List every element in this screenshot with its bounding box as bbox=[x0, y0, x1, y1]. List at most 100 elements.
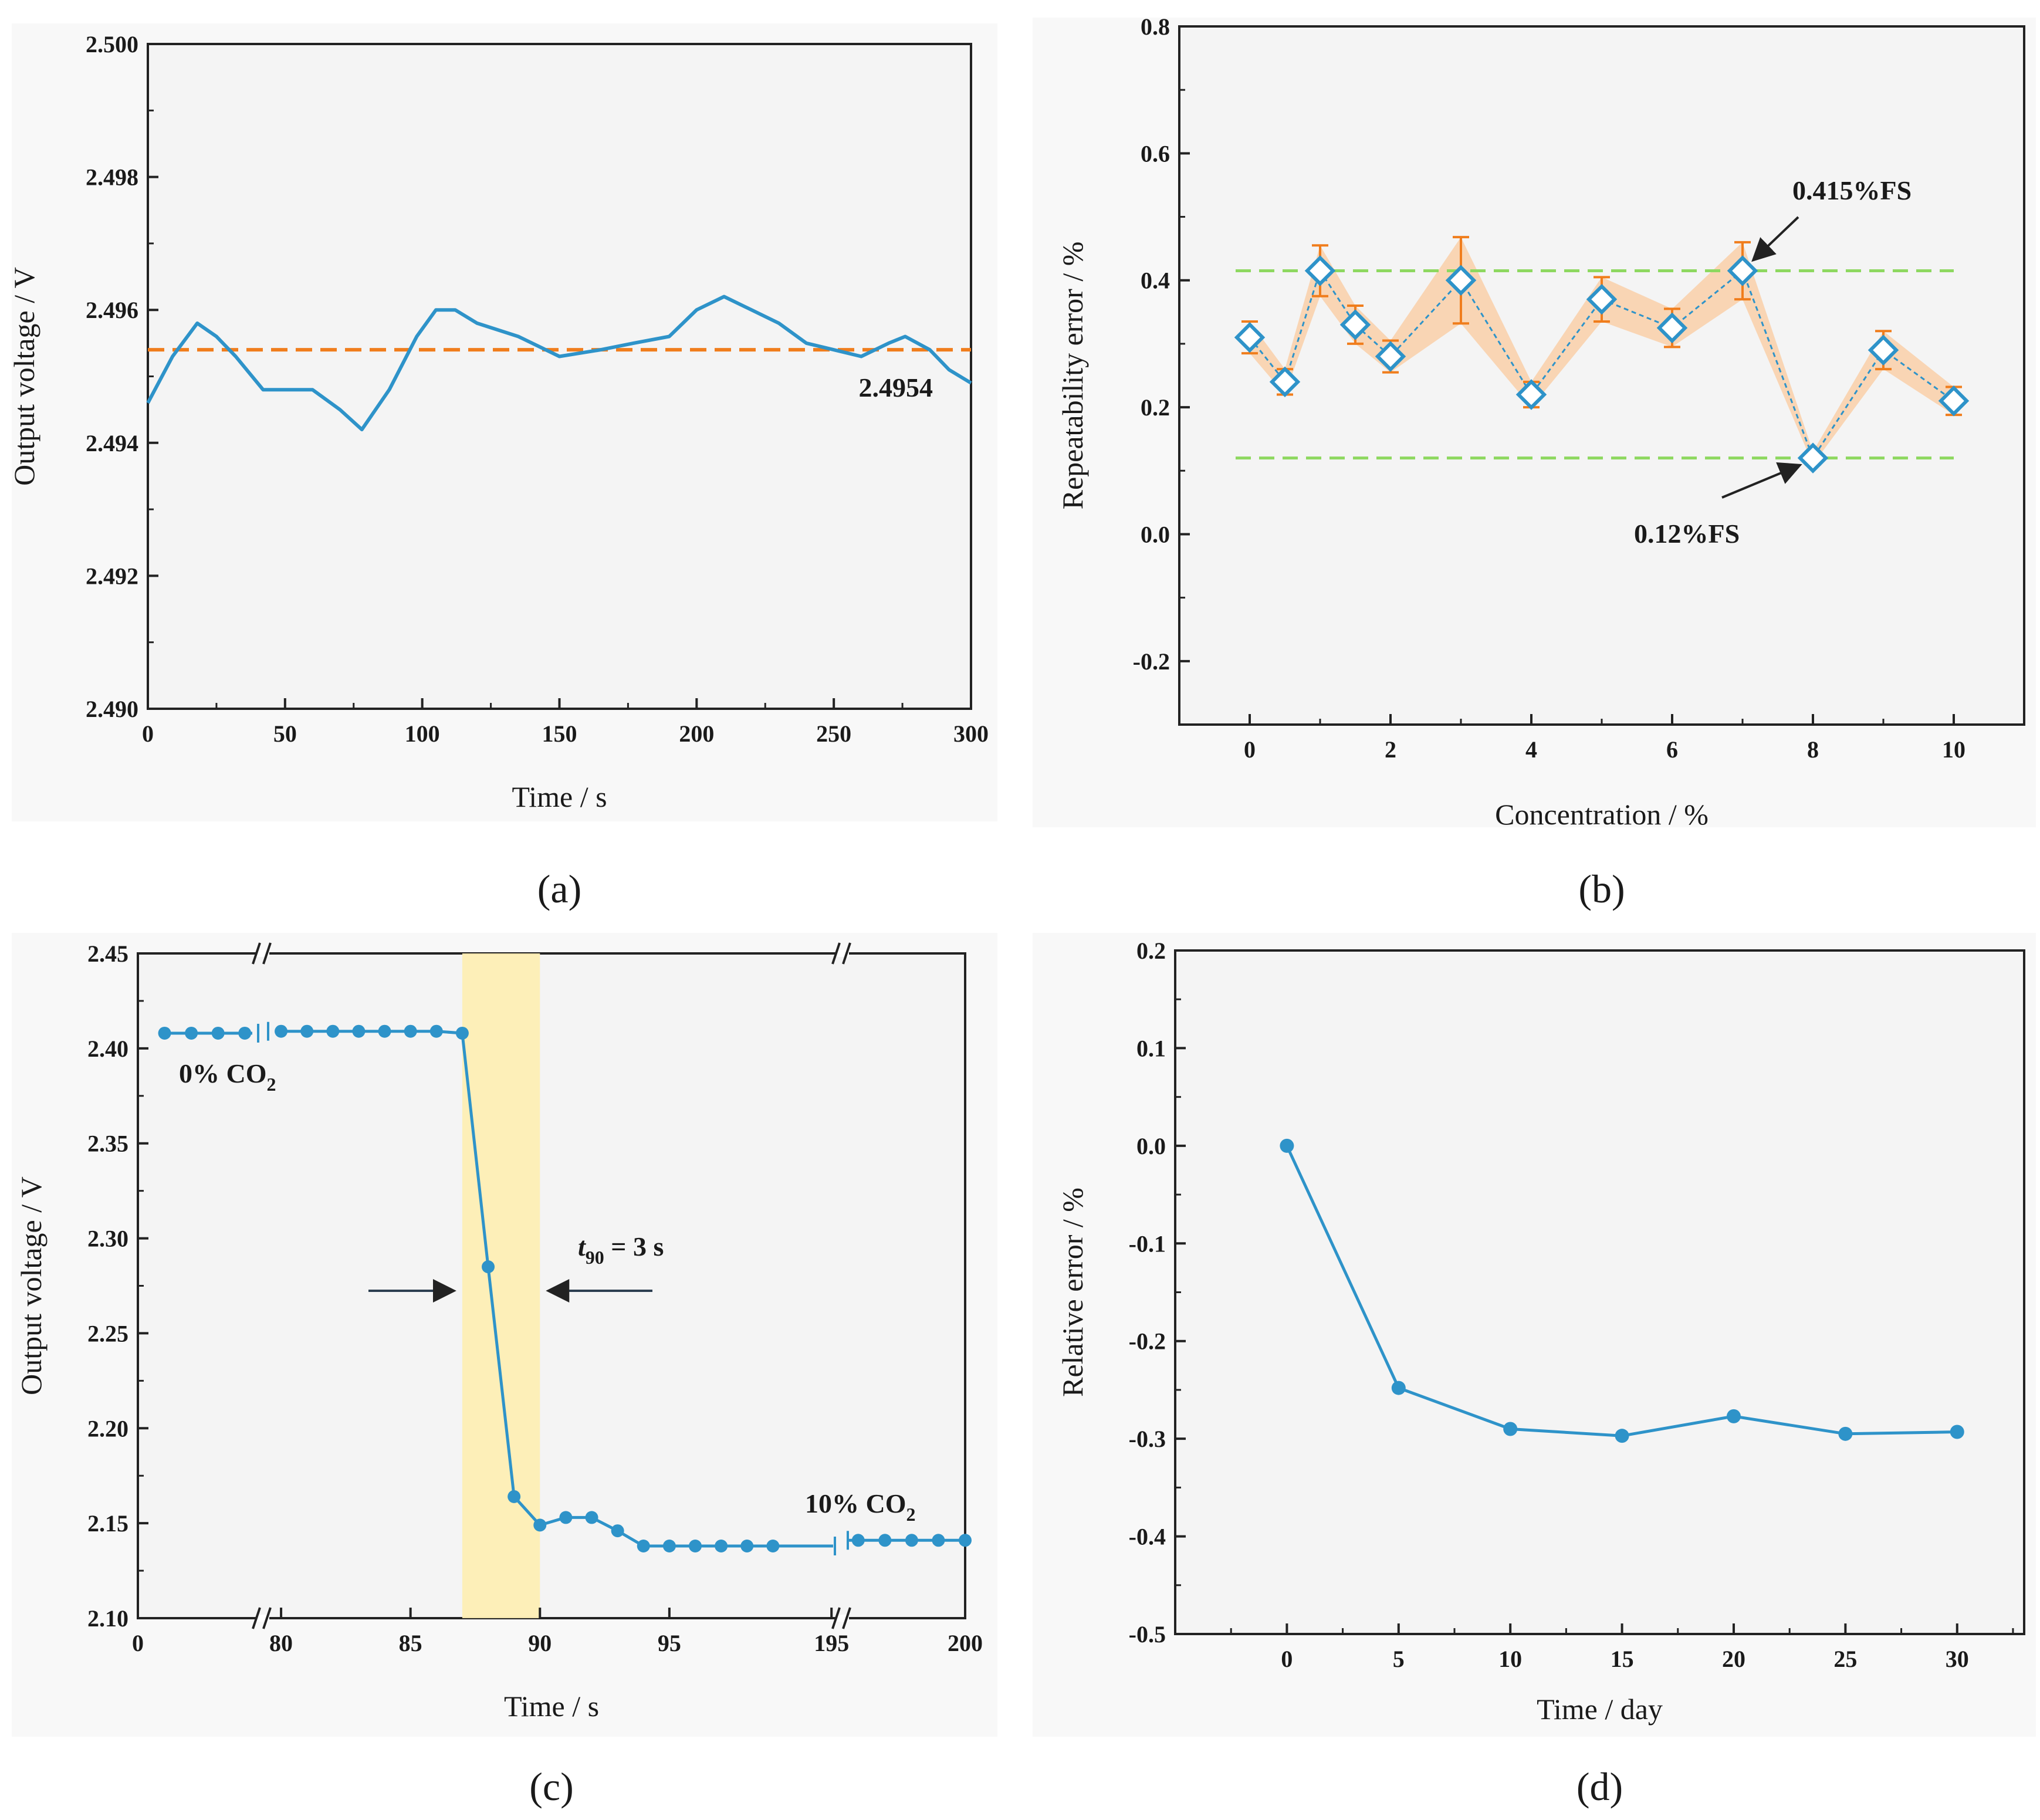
panel-label: (c) bbox=[529, 1764, 573, 1809]
y-tick-label: 0.2 bbox=[1136, 938, 1166, 964]
y-tick-label: 2.20 bbox=[87, 1415, 128, 1442]
data-point-marker bbox=[932, 1534, 945, 1547]
axis-break-mark bbox=[262, 1607, 272, 1629]
plot-area bbox=[1179, 26, 2024, 725]
data-point-marker bbox=[1838, 1426, 1853, 1441]
y-tick-label: 0.1 bbox=[1136, 1035, 1166, 1061]
panel-d-long-term-stability: -0.5 -0.4 -0.3 -0.2 -0.1 0.0 0.1 0.2 0 5 10 15 20 25 3… bbox=[1033, 933, 2036, 1809]
x-tick-label: 95 bbox=[658, 1630, 681, 1656]
plot-area bbox=[138, 953, 965, 1618]
subscript: 2 bbox=[267, 1074, 276, 1095]
y-tick-label: 2.15 bbox=[87, 1510, 128, 1537]
data-point-marker bbox=[1375, 341, 1406, 372]
data-point-marker bbox=[1938, 385, 1970, 417]
axis-break-mark bbox=[842, 1607, 851, 1629]
data-point-marker bbox=[1391, 1381, 1406, 1395]
data-point-marker bbox=[878, 1534, 892, 1547]
y-tick-label: 2.496 bbox=[86, 297, 138, 323]
x-tick-label: 4 bbox=[1525, 736, 1537, 763]
panel-label: (d) bbox=[1576, 1764, 1623, 1809]
data-point-marker bbox=[482, 1260, 495, 1274]
response-time-highlight bbox=[462, 953, 540, 1618]
data-point-marker bbox=[1304, 255, 1336, 286]
data-point-marker bbox=[1503, 1422, 1518, 1436]
reference-value-label: 2.4954 bbox=[859, 373, 933, 402]
x-tick-label: 80 bbox=[269, 1630, 293, 1656]
data-point-marker bbox=[1280, 1138, 1294, 1153]
x-tick-label: 10 bbox=[1498, 1646, 1522, 1672]
min-error-arrow bbox=[1721, 462, 1802, 499]
y-axis-label: Relative error / % bbox=[1056, 1188, 1089, 1397]
y-tick-label: -0.5 bbox=[1129, 1621, 1166, 1648]
axis-break-mark bbox=[252, 1607, 261, 1629]
response-time-value: = 3 s bbox=[604, 1232, 664, 1261]
data-point-marker bbox=[1515, 379, 1547, 410]
y-tick-label: 2.500 bbox=[86, 31, 138, 57]
data-point-marker bbox=[1234, 322, 1266, 353]
y-tick-label: 0.0 bbox=[1141, 521, 1170, 547]
data-point-marker bbox=[1950, 1425, 1964, 1439]
y-tick-label: 2.492 bbox=[86, 563, 138, 589]
data-point-marker bbox=[1727, 255, 1758, 286]
x-tick-label: 50 bbox=[273, 720, 297, 747]
y-tick-label: 0.4 bbox=[1141, 268, 1170, 294]
data-point-marker bbox=[662, 1539, 676, 1552]
x-tick-label: 0 bbox=[1281, 1646, 1293, 1672]
data-point-marker bbox=[158, 1026, 171, 1040]
y-tick-label: -0.4 bbox=[1129, 1524, 1166, 1550]
x-tick-label: 20 bbox=[1722, 1646, 1745, 1672]
y-tick-label: 0.6 bbox=[1141, 140, 1170, 167]
panel-b-repeatability-error: -0.2 0.0 0.2 0.4 0.6 0.8 0 2 4 6 8 10 0.415%FS 0.12%F… bbox=[1033, 13, 2036, 911]
x-tick-label: 15 bbox=[1611, 1646, 1634, 1672]
data-point-marker bbox=[715, 1539, 728, 1552]
plot-area bbox=[1175, 950, 2024, 1634]
y-tick-label: -0.1 bbox=[1129, 1230, 1166, 1257]
y-tick-label: -0.2 bbox=[1133, 648, 1170, 675]
x-axis-label: Time / day bbox=[1537, 1693, 1663, 1726]
data-point-marker bbox=[585, 1511, 598, 1524]
x-tick-label: 30 bbox=[1946, 1646, 1969, 1672]
x-tick-label: 100 bbox=[405, 720, 440, 747]
data-point-marker bbox=[689, 1539, 702, 1552]
data-point-marker bbox=[378, 1024, 391, 1038]
data-point-marker bbox=[1797, 442, 1829, 473]
data-point-marker bbox=[611, 1524, 624, 1538]
x-tick-label: 25 bbox=[1833, 1646, 1857, 1672]
data-point-marker bbox=[559, 1511, 573, 1524]
y-tick-label: -0.2 bbox=[1129, 1328, 1166, 1355]
error-band bbox=[1250, 237, 1954, 465]
x-tick-label: 90 bbox=[528, 1630, 552, 1656]
y-tick-label: 2.10 bbox=[87, 1605, 128, 1632]
axis-break-mark bbox=[831, 942, 841, 965]
data-point-marker bbox=[352, 1024, 366, 1038]
data-point-marker bbox=[905, 1534, 918, 1547]
y-tick-label: 2.25 bbox=[87, 1320, 128, 1347]
y-tick-label: 0.8 bbox=[1141, 13, 1170, 40]
max-error-label: 0.415%FS bbox=[1792, 175, 1912, 205]
data-point-marker bbox=[1726, 1409, 1741, 1423]
max-error-arrow bbox=[1751, 216, 1799, 262]
data-point-marker bbox=[1445, 265, 1477, 296]
data-point-marker bbox=[959, 1534, 972, 1547]
axis-break-mark bbox=[252, 942, 261, 965]
x-tick-label: 150 bbox=[542, 720, 577, 747]
plot-area bbox=[148, 44, 971, 709]
panel-label: (b) bbox=[1578, 867, 1625, 911]
x-tick-label: 6 bbox=[1666, 736, 1678, 763]
data-point-marker bbox=[275, 1024, 288, 1038]
data-point-marker bbox=[1269, 366, 1301, 398]
x-tick-label: 195 bbox=[814, 1630, 849, 1656]
data-point-marker bbox=[851, 1534, 865, 1547]
x-tick-label: 8 bbox=[1807, 736, 1819, 763]
y-axis-label: Output voltage / V bbox=[15, 1176, 48, 1395]
panel-c-response-time: 2.10 2.15 2.20 2.25 2.30 2.35 2.40 2.45 0 80 85 90 9… bbox=[12, 933, 997, 1809]
data-point-marker bbox=[300, 1024, 314, 1038]
x-axis-label: Concentration / % bbox=[1495, 798, 1709, 831]
y-axis-label: Repeatability error / % bbox=[1056, 242, 1089, 510]
data-point-marker bbox=[1656, 312, 1688, 344]
y-tick-label: 2.498 bbox=[86, 164, 138, 191]
x-tick-label: 10 bbox=[1942, 736, 1965, 763]
data-point-marker bbox=[429, 1024, 443, 1038]
y-axis-label: Output voltage / V bbox=[8, 267, 40, 486]
